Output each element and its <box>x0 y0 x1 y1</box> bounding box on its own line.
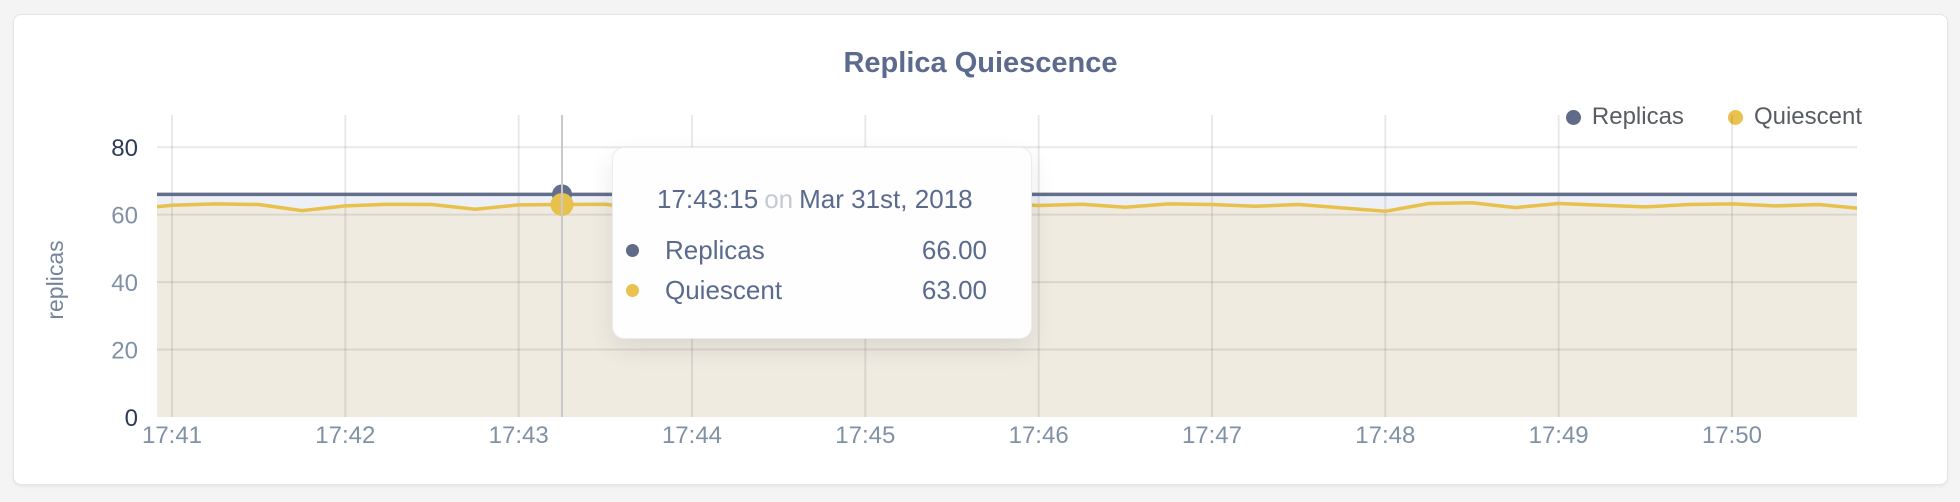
y-axis-tick-label: 60 <box>111 203 138 230</box>
x-axis-tick-label: 17:41 <box>142 422 202 449</box>
tooltip-marker-replicas-icon <box>626 243 639 257</box>
tooltip-date: Mar 31st, 2018 <box>799 184 973 214</box>
x-axis-tick-label: 17:49 <box>1529 422 1589 449</box>
chart-tooltip: 17:43:15 on Mar 31st, 2018 Replicas 66.00 … <box>612 147 1032 339</box>
legend-marker-quiescent-icon <box>1727 109 1743 125</box>
x-axis-tick-label: 17:43 <box>489 422 549 449</box>
y-axis-tick-label: 0 <box>125 405 138 432</box>
tooltip-series-label: Quiescent <box>665 274 783 305</box>
chart-title: Replica Quiescence <box>843 47 1118 79</box>
x-axis-tick-label: 17:48 <box>1355 422 1415 449</box>
x-axis-tick-label: 17:46 <box>1009 422 1069 449</box>
tooltip-series-label: Replicas <box>665 234 765 265</box>
y-axis-tick-label: 20 <box>111 338 138 365</box>
y-axis-title: replicas <box>42 240 68 319</box>
x-axis-tick-label: 17:42 <box>315 422 375 449</box>
tooltip-time: 17:43:15 <box>657 184 759 214</box>
tooltip-marker-quiescent-icon <box>626 283 639 297</box>
legend-item-quiescent[interactable]: Quiescent <box>1727 103 1862 131</box>
tooltip-series-value: 66.00 <box>921 234 987 265</box>
legend-marker-replicas-icon <box>1565 109 1581 125</box>
tooltip-on-word: on <box>764 184 794 214</box>
legend-item-replicas[interactable]: Replicas <box>1565 103 1684 131</box>
x-axis-tick-label: 17:45 <box>835 422 895 449</box>
tooltip-header: 17:43:15 on Mar 31st, 2018 <box>657 184 987 214</box>
x-axis-tick-label: 17:50 <box>1702 422 1762 449</box>
y-axis-tick-label: 40 <box>111 270 138 297</box>
legend-label-quiescent: Quiescent <box>1753 103 1862 130</box>
legend-label-replicas: Replicas <box>1591 103 1684 130</box>
x-axis-tick-label: 17:47 <box>1182 422 1242 449</box>
tooltip-row-replicas: Replicas 66.00 <box>626 230 987 270</box>
y-axis-tick-label: 80 <box>111 135 138 162</box>
x-axis-tick-label: 17:44 <box>662 422 722 449</box>
tooltip-series-value: 63.00 <box>921 274 987 305</box>
chart-legend: Replicas Quiescent <box>1565 103 1862 131</box>
tooltip-row-quiescent: Quiescent 63.00 <box>626 270 987 310</box>
